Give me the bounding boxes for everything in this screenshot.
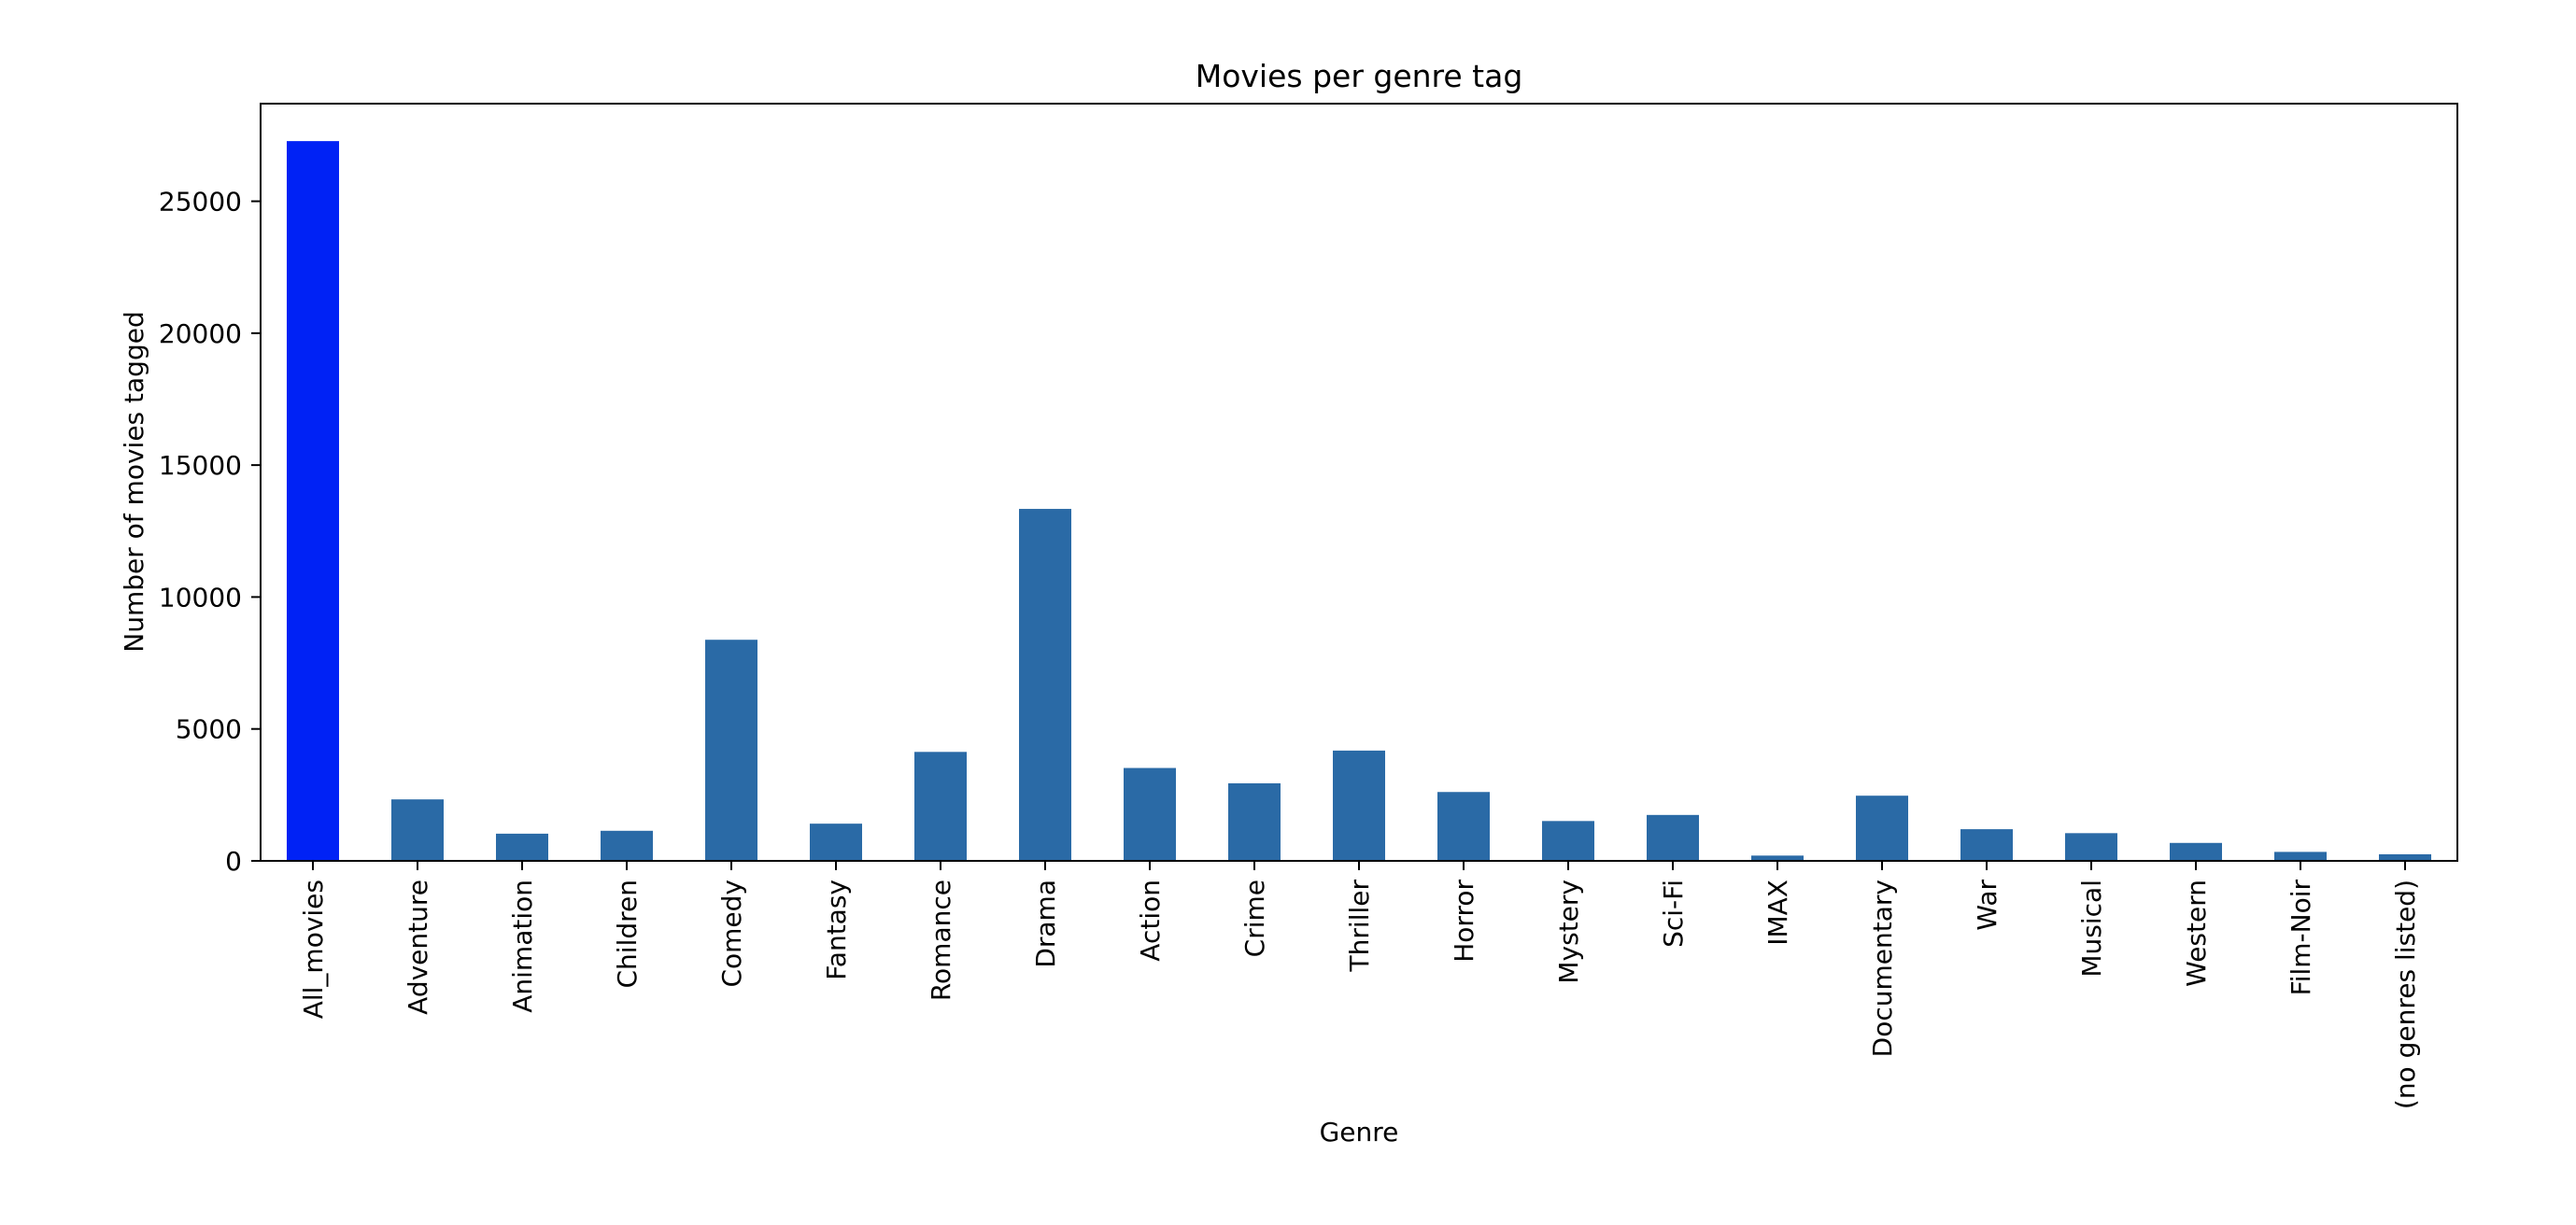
x-tick-label: Western (2181, 880, 2212, 987)
y-axis: 0 5000 10000 15000 20000 25000 (159, 187, 261, 877)
bar-no-genres-listed (2379, 853, 2431, 861)
x-tick-label: Fantasy (821, 880, 852, 980)
bar-comedy (705, 640, 757, 861)
x-tick-label: Film-Noir (2286, 880, 2316, 996)
x-tick-label: Children (612, 880, 643, 989)
x-tick-label: War (1972, 880, 2003, 931)
bar-musical (2065, 833, 2117, 861)
x-tick-label: Horror (1449, 880, 1479, 963)
y-tick-label: 25000 (159, 187, 242, 218)
bar-documentary (1856, 796, 1908, 861)
x-tick-label: Drama (1030, 880, 1061, 968)
bar-crime (1228, 782, 1281, 861)
bar-drama (1019, 509, 1071, 861)
x-tick-label: (no genres listed) (2390, 880, 2421, 1109)
bar-romance (914, 752, 967, 861)
x-tick-label: Crime (1239, 880, 1270, 957)
y-tick-label: 20000 (159, 318, 242, 349)
y-tick-label: 5000 (176, 714, 242, 745)
x-tick-label: Documentary (1867, 880, 1898, 1057)
x-tick-label: Mystery (1553, 880, 1584, 984)
x-tick-label: Adventure (403, 880, 433, 1015)
bar-sci-fi (1647, 814, 1699, 861)
x-tick-label: Thriller (1344, 880, 1375, 973)
bar-thriller (1333, 750, 1385, 861)
bar-imax (1751, 855, 1804, 861)
x-tick-label: Comedy (716, 880, 747, 988)
x-tick-label: Sci-Fi (1658, 880, 1689, 948)
x-tick-label: IMAX (1762, 880, 1793, 946)
plot-frame (260, 103, 2458, 862)
bar-horror (1437, 792, 1490, 861)
y-tick-label: 15000 (159, 450, 242, 481)
bar-war (1960, 829, 2013, 861)
x-tick-label: All_movies (298, 880, 329, 1019)
x-tick-label: Animation (507, 880, 538, 1013)
bar-mystery (1542, 821, 1594, 861)
bar-adventure (391, 799, 444, 861)
y-tick-label: 10000 (159, 582, 242, 612)
x-axis-label: Genre (1320, 1117, 1399, 1148)
bar-animation (496, 833, 548, 861)
x-tick-label: Musical (2076, 880, 2107, 978)
bar-action (1124, 767, 1176, 861)
chart-title: Movies per genre tag (1196, 58, 1523, 94)
y-axis-label: Number of movies tagged (119, 311, 149, 652)
bar-all-movies (287, 141, 339, 861)
bar-western (2170, 842, 2222, 861)
bars-group (287, 141, 2431, 861)
bar-children (601, 830, 653, 861)
bar-fantasy (810, 824, 862, 861)
x-tick-label: Romance (926, 880, 956, 1001)
bar-film-noir (2274, 852, 2327, 861)
x-tick-label: Action (1135, 880, 1166, 962)
x-axis: All_movies Adventure Animation Children Come… (298, 861, 2421, 1109)
y-tick-label: 0 (225, 846, 242, 877)
